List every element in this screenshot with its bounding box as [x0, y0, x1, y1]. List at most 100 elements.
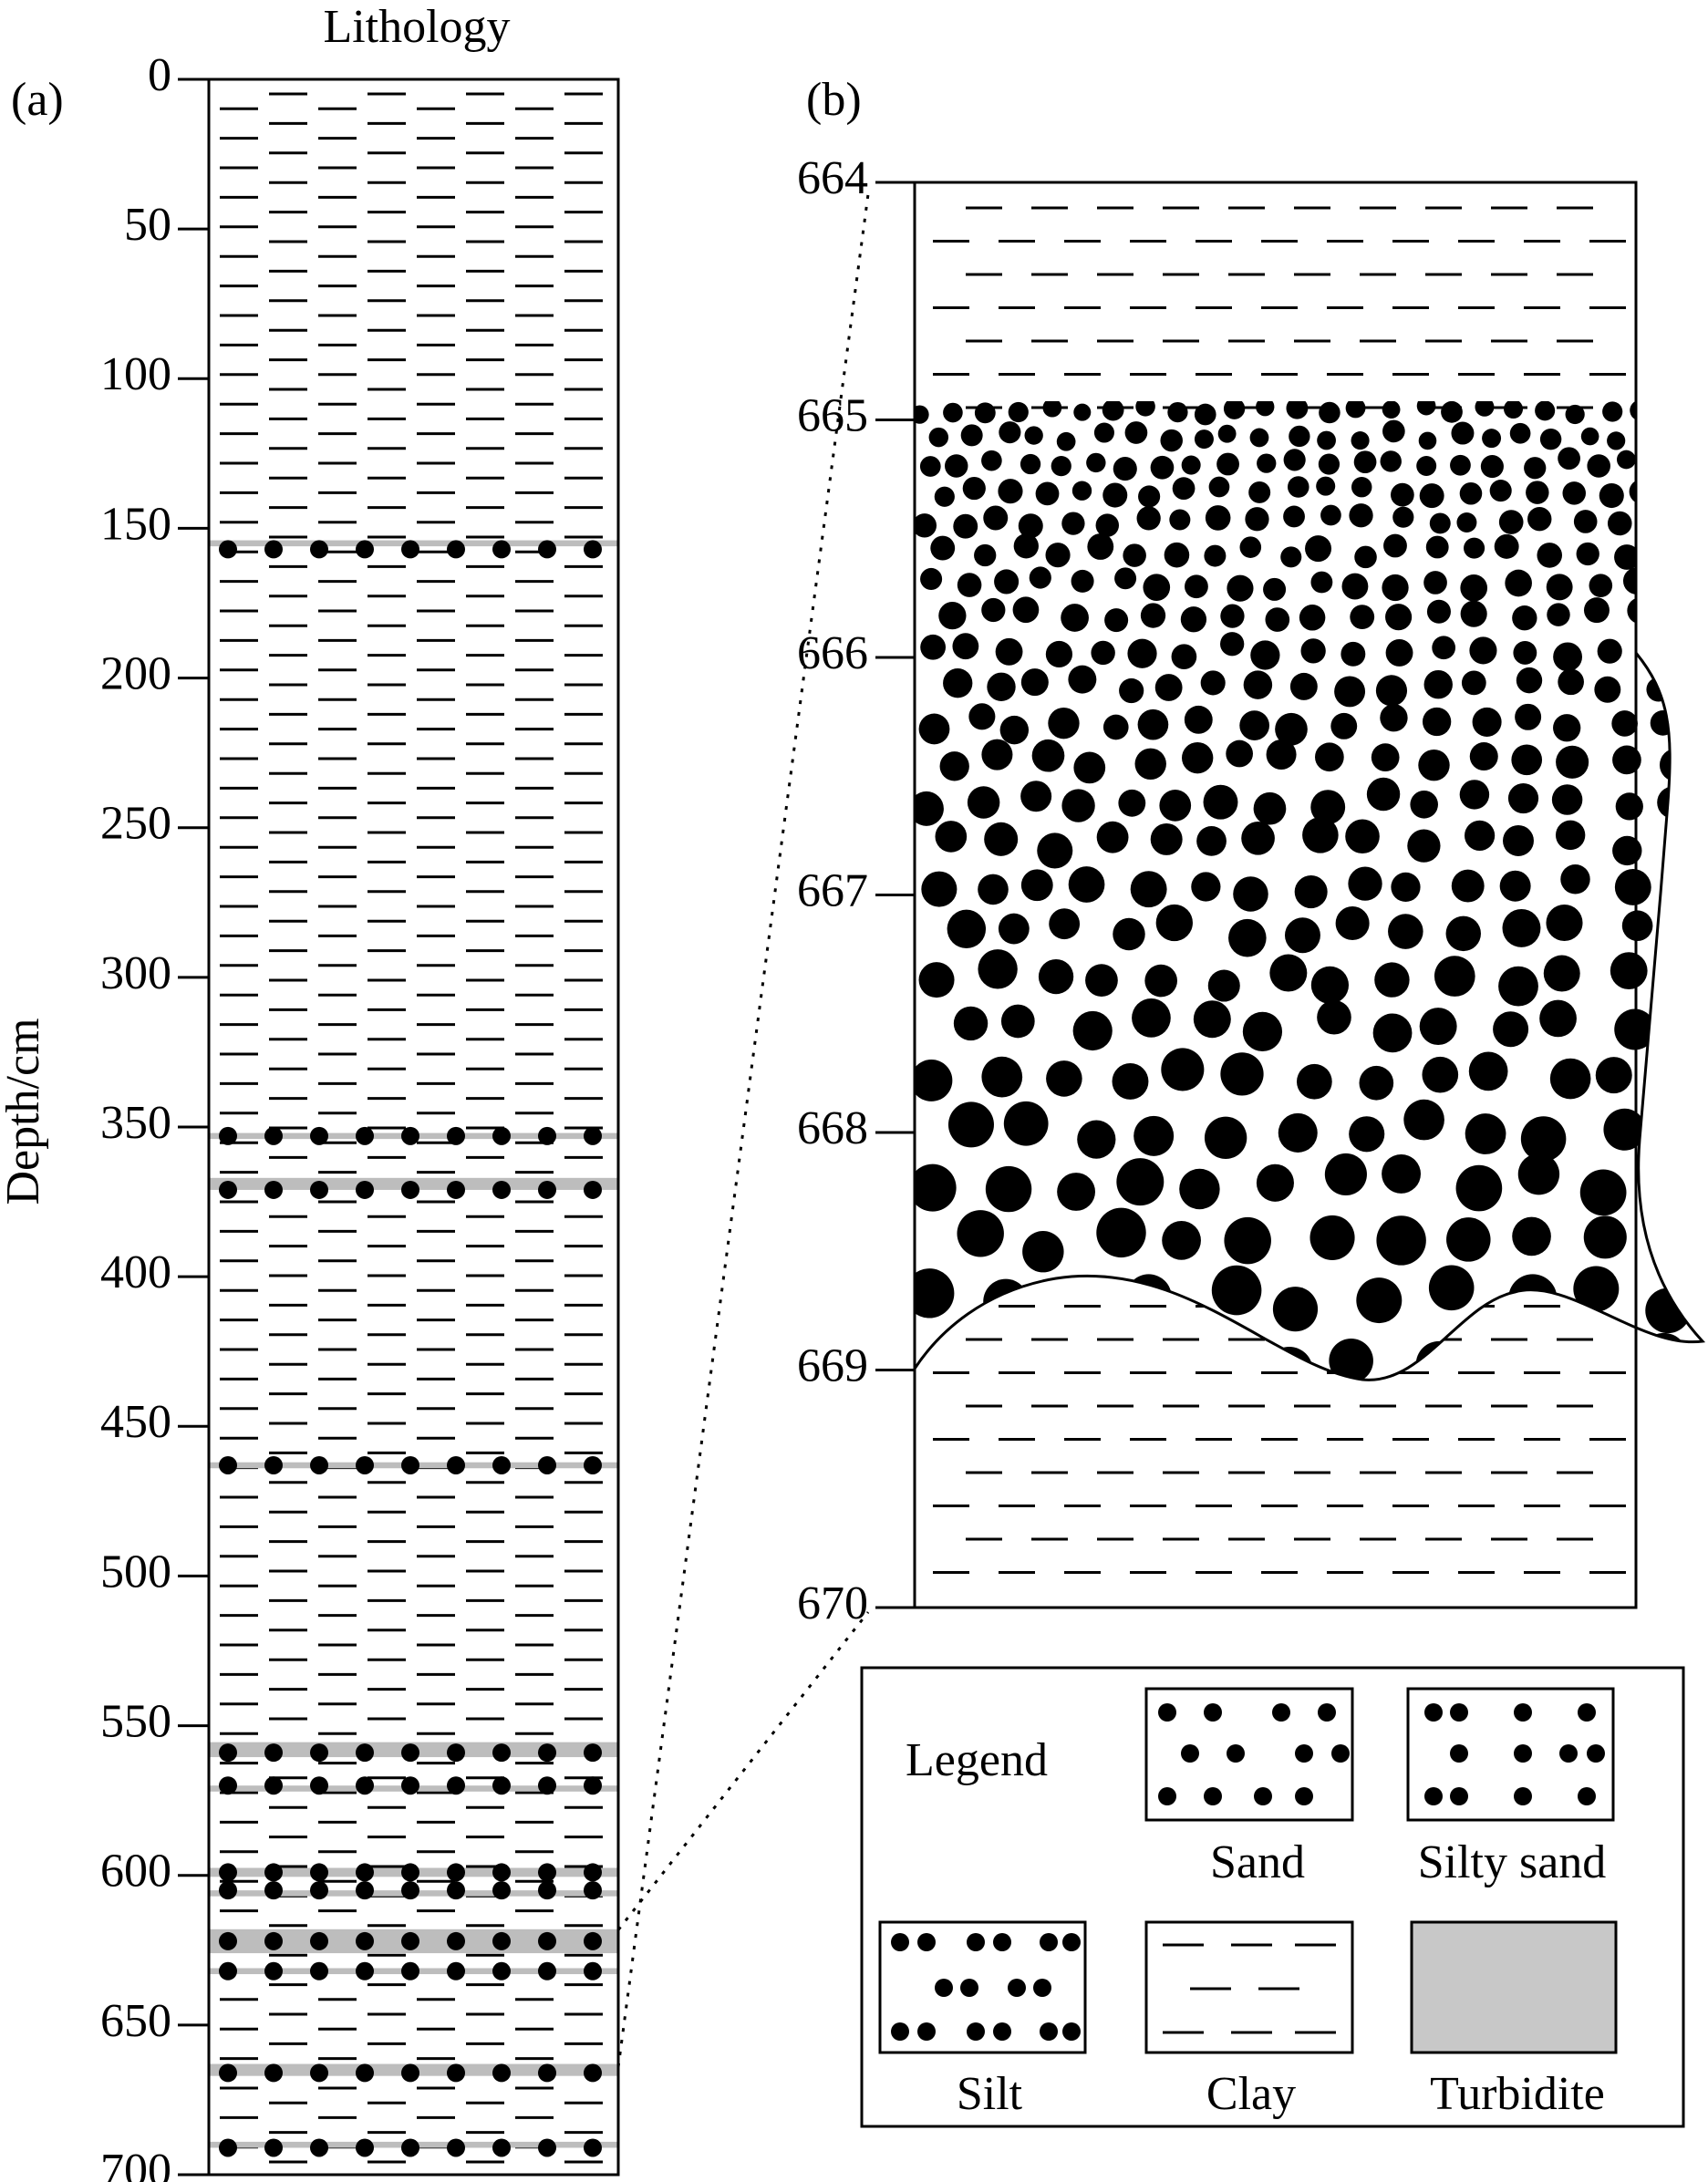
- sand-dot: [1329, 1339, 1373, 1381]
- pattern-dot: [1062, 2022, 1081, 2041]
- sand-dot: [264, 1863, 283, 1882]
- sand-dot: [1317, 430, 1336, 450]
- sand-dot: [952, 633, 979, 660]
- sand-dot: [1253, 791, 1287, 825]
- sand-dot: [1256, 401, 1275, 417]
- sand-dot: [1061, 512, 1085, 535]
- sand-dot: [945, 454, 968, 478]
- sand-dot: [1385, 604, 1413, 631]
- sand-dot: [1138, 485, 1161, 508]
- sand-dot: [1388, 914, 1423, 949]
- sand-dot: [918, 962, 955, 998]
- sand-dot: [447, 1881, 465, 1900]
- y-tick-label: 600: [100, 1846, 171, 1898]
- sand-dot: [915, 1163, 957, 1212]
- sand-dot: [1272, 1287, 1319, 1332]
- sand-dot-row: [219, 1776, 602, 1795]
- pattern-dot: [1514, 1787, 1532, 1805]
- sand-dot: [1558, 668, 1584, 696]
- sand-dot: [1263, 577, 1287, 601]
- sand-dot: [492, 1743, 511, 1763]
- sand-dot: [310, 1126, 328, 1145]
- sand-dot: [1419, 1008, 1457, 1046]
- sand-dot: [1180, 606, 1207, 633]
- sand-dot: [310, 1931, 328, 1950]
- legend-swatch: [1144, 1687, 1354, 1822]
- sand-dot: [1445, 915, 1481, 952]
- sand-dot: [1403, 1099, 1444, 1141]
- pattern-dot: [967, 2022, 985, 2041]
- sand-dot: [1565, 404, 1585, 425]
- sand-dot: [1418, 749, 1450, 781]
- sand-dot: [1423, 571, 1447, 595]
- sand-dot: [1348, 866, 1382, 901]
- sand-dot: [1031, 739, 1065, 772]
- sand-dot: [1208, 476, 1230, 498]
- pattern-dot: [1587, 1744, 1605, 1763]
- sand-dot: [1256, 1163, 1294, 1202]
- sand-dot-row: [219, 1881, 602, 1900]
- sand-dot: [1037, 832, 1073, 869]
- sand-dot: [1465, 1113, 1506, 1154]
- sand-dot: [1359, 1065, 1394, 1101]
- sand-dot: [1135, 401, 1155, 417]
- sand-dot: [1345, 401, 1366, 419]
- sand-dot: [918, 713, 950, 745]
- sand-dot: [1513, 640, 1537, 665]
- sand-dot: [264, 1961, 283, 1980]
- sand-dot: [1171, 644, 1197, 670]
- legend-swatch: [1410, 1920, 1618, 2054]
- sand-dot: [1505, 569, 1532, 597]
- sand-dot: [1610, 952, 1648, 990]
- pattern-dot: [1424, 1703, 1443, 1722]
- sand-dot: [1498, 510, 1524, 534]
- sand-dot: [401, 1743, 419, 1763]
- sand-dot: [219, 2138, 237, 2157]
- sand-dot: [1494, 533, 1519, 559]
- sand-dot: [962, 476, 986, 501]
- sand-dot: [401, 1776, 419, 1795]
- sand-dot: [1196, 826, 1227, 856]
- sand-dot: [1154, 674, 1183, 701]
- pattern-dot: [1559, 1744, 1578, 1763]
- y-tick-label: 400: [100, 1246, 171, 1298]
- sand-dot: [919, 456, 941, 477]
- sand-dot: [538, 1743, 556, 1763]
- pattern-dot: [1514, 1703, 1532, 1722]
- sand-dot: [1315, 742, 1344, 772]
- sand-dot: [1020, 453, 1041, 475]
- sand-dot: [1003, 1101, 1049, 1146]
- pattern-dot: [1158, 1787, 1176, 1805]
- sand-dot: [219, 1863, 237, 1882]
- sand-dot: [1391, 872, 1421, 903]
- sand-dot: [1217, 424, 1237, 443]
- sand-dot: [1319, 401, 1341, 424]
- sand-dot: [447, 1961, 465, 1980]
- y-axis-label: Depth/cm: [0, 1018, 49, 1205]
- sand-dot: [1556, 745, 1589, 779]
- sand-dot: [1429, 512, 1451, 534]
- sand-dot: [1335, 906, 1370, 941]
- sand-dot: [1220, 1052, 1264, 1096]
- sand-dot: [1127, 638, 1157, 668]
- sand-dot: [1382, 401, 1401, 419]
- sand-dot: [920, 567, 943, 590]
- sand-dot: [1661, 1111, 1703, 1156]
- sand-dot: [584, 1931, 602, 1950]
- zoom-line: [616, 1611, 870, 1931]
- sand-dot: [987, 672, 1016, 701]
- sand-dot: [1464, 537, 1485, 559]
- sand-dot: [998, 479, 1023, 504]
- sand-dot: [219, 1961, 237, 1980]
- legend-label: Silt: [957, 2068, 1023, 2120]
- sand-dot: [1086, 452, 1106, 473]
- sand-dot: [219, 1743, 237, 1763]
- y-tick-label: 300: [100, 947, 171, 999]
- sand-dot: [1351, 431, 1370, 450]
- sand-dot: [447, 2138, 465, 2157]
- sand-dot: [1560, 864, 1590, 895]
- sand-dot: [264, 2138, 283, 2157]
- sand-dot: [264, 1776, 283, 1795]
- sand-dot: [492, 2063, 511, 2083]
